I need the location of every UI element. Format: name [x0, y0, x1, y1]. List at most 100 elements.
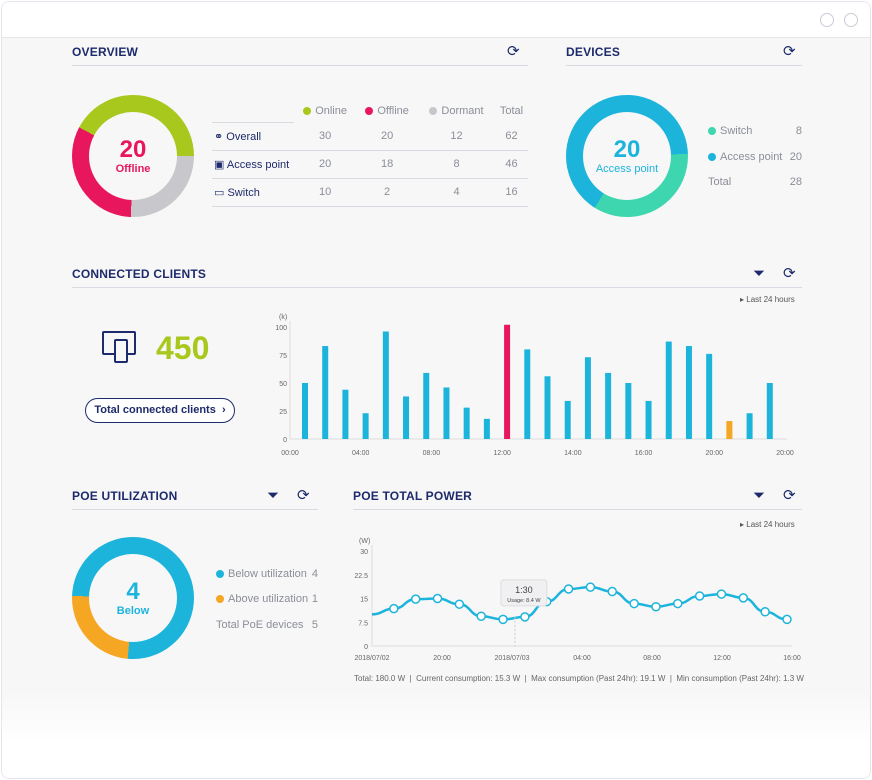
y-tick-label: 75	[279, 353, 287, 360]
y-tick-label: 7.5	[358, 620, 368, 627]
divider	[72, 509, 318, 510]
power-summary: Total: 180.0 W | Current consumption: 15…	[354, 674, 804, 683]
data-point	[454, 599, 465, 609]
y-tick-label: 100	[275, 325, 287, 332]
time-range[interactable]: ▸ Last 24 hours	[740, 520, 795, 529]
devices-icon	[102, 331, 138, 363]
y-axis-label: (W)	[359, 538, 370, 545]
x-tick-label: 08:00	[643, 655, 661, 662]
refresh-icon[interactable]: ⟳	[507, 43, 520, 60]
x-tick-label: 04:00	[573, 655, 591, 662]
network-icon: ⚭	[214, 130, 224, 143]
x-tick-label: 04:00	[352, 450, 370, 457]
window-button[interactable]	[844, 13, 858, 27]
x-tick-label: 2018/07/02	[354, 655, 389, 662]
bar	[726, 421, 733, 439]
y-tick-label: 25	[279, 409, 287, 416]
y-tick-label: 30	[360, 549, 368, 556]
bar	[584, 357, 591, 439]
filter-icon[interactable]: ⏷	[753, 265, 766, 282]
divider	[72, 65, 528, 66]
bar	[746, 413, 753, 439]
overview-donut: 20 Offline	[72, 95, 194, 217]
switch-icon: ▭	[214, 186, 225, 199]
client-count: 450	[156, 330, 210, 366]
poe-title: POE UTILIZATION	[72, 489, 178, 503]
y-tick-label: 15	[360, 597, 368, 604]
filter-icon[interactable]: ⏷	[753, 487, 766, 504]
data-point	[476, 611, 486, 621]
x-tick-label: 00:00	[281, 450, 299, 457]
access-point-icon: ▣	[214, 158, 225, 171]
column-header: Dormant	[441, 105, 484, 117]
bar	[302, 383, 308, 439]
refresh-icon[interactable]: ⟳	[783, 43, 796, 60]
donut-value: 20	[119, 136, 147, 163]
x-tick-label: 20:00	[706, 450, 724, 457]
bar	[605, 372, 612, 439]
bar	[342, 389, 349, 439]
bar	[706, 353, 713, 439]
overview-title: OVERVIEW	[72, 45, 139, 59]
column-header: Total	[499, 105, 524, 117]
clients-bar-chart: (k) 0 25 50 75 100 00:00 04:00 08:00 12:00 14:00 16…	[275, 314, 794, 457]
legend-item: Access point 20	[708, 151, 802, 163]
data-point	[651, 601, 661, 612]
data-point	[520, 612, 530, 622]
column-header: Offline	[377, 105, 409, 117]
bar	[544, 376, 551, 439]
overview-table: Online Offline Dormant Total ⚭ Overall 30…	[212, 100, 528, 207]
power-line-chart: (W) 0 7.5 15 22.5 30 2018/07/02 20:00 2018/07/03…	[354, 538, 801, 662]
data-point	[585, 582, 596, 592]
x-tick-label: 2018/07/03	[494, 655, 529, 662]
devices-donut: 20 Access point	[566, 95, 688, 217]
title-bar	[2, 2, 870, 38]
bar	[483, 418, 490, 439]
data-point	[782, 614, 792, 625]
bar	[382, 331, 389, 439]
legend-item: Below utilization 4	[216, 568, 318, 580]
refresh-icon[interactable]: ⟳	[783, 265, 796, 282]
bar	[443, 387, 450, 439]
table-row: ⚭ Overall 30 20 12 62	[212, 122, 528, 151]
x-tick-label: 14:00	[564, 450, 582, 457]
x-tick-label: 16:00	[783, 655, 801, 662]
bar	[625, 383, 632, 439]
window-button[interactable]	[820, 13, 834, 27]
x-tick-label: 12:00	[493, 450, 511, 457]
bar	[645, 400, 652, 439]
x-tick-label: 20:00	[433, 655, 451, 662]
clients-title: CONNECTED CLIENTS	[72, 267, 207, 281]
bar	[463, 407, 470, 439]
table-row: ▣ Access point 20 18 8 46	[212, 150, 528, 179]
data-point	[607, 586, 618, 597]
legend-item: Above utilization 1	[216, 593, 318, 605]
refresh-icon[interactable]: ⟳	[783, 487, 796, 504]
data-point	[389, 603, 399, 614]
donut-label: Below	[116, 605, 150, 617]
devices-title: DEVICES	[566, 45, 621, 59]
donut-label: Offline	[115, 163, 151, 175]
divider	[566, 65, 802, 66]
tooltip-time: 1:30	[515, 585, 533, 595]
legend-item: Switch 8	[708, 125, 802, 137]
poe-donut: 4 Below	[72, 537, 194, 659]
donut-value: 20	[613, 136, 641, 163]
time-range[interactable]: ▸ Last 24 hours	[740, 295, 795, 304]
x-tick-label: 16:00	[635, 450, 653, 457]
total-connected-clients-button[interactable]: Total connected clients ›	[85, 398, 235, 423]
column-header: Online	[315, 105, 347, 117]
filter-icon[interactable]: ⏷	[267, 487, 280, 504]
data-point	[716, 589, 727, 599]
table-row: ▭ Switch 10 2 4 16	[212, 178, 528, 207]
y-tick-label: 0	[364, 644, 368, 651]
data-point	[563, 584, 574, 594]
bottom-fade	[2, 690, 870, 778]
x-tick-label: 08:00	[423, 450, 441, 457]
bar	[362, 413, 369, 439]
refresh-icon[interactable]: ⟳	[297, 487, 310, 504]
tooltip-usage: Usage: 8.4 W	[507, 598, 541, 604]
y-tick-label: 50	[279, 381, 287, 388]
legend-item: Total 28	[708, 176, 802, 188]
